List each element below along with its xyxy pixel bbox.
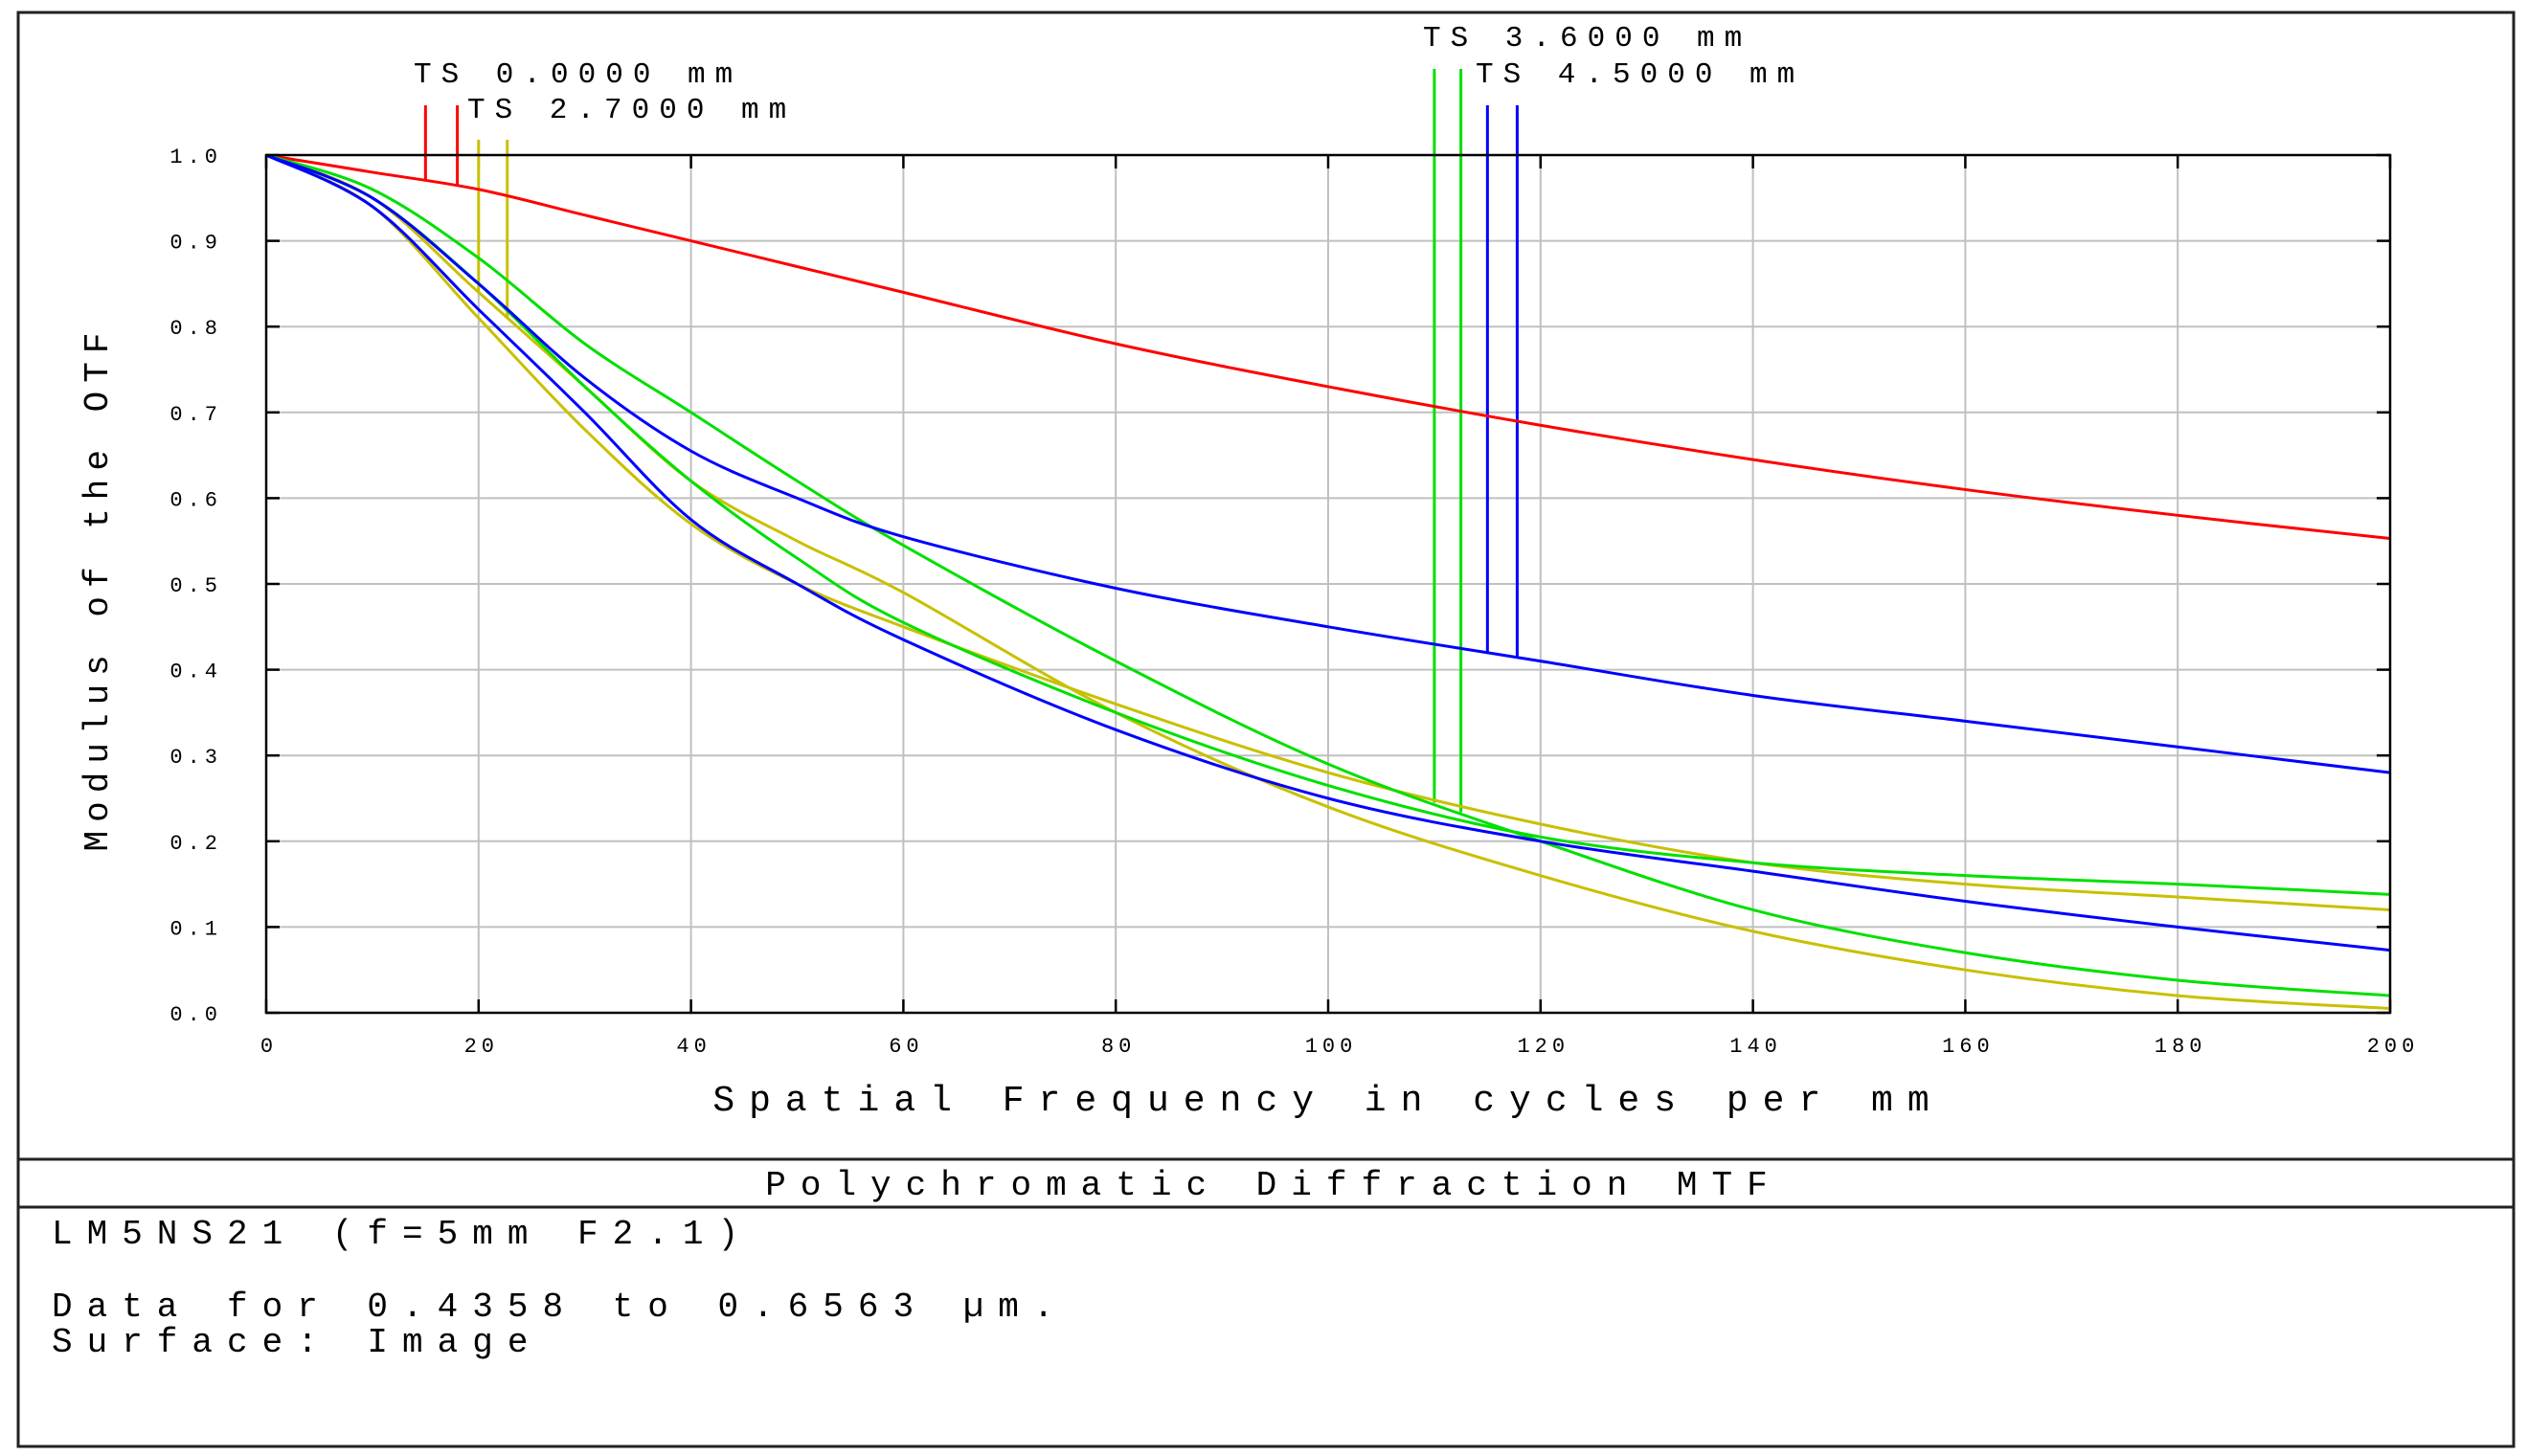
mtf-curve: [265, 153, 2391, 774]
mtf-curve: [265, 153, 2391, 896]
y-tick-label: 0.9: [169, 232, 222, 256]
y-tick-label: 0.1: [169, 917, 222, 941]
legend-markers: [423, 69, 1519, 813]
y-tick-label: 0.0: [169, 1003, 222, 1027]
x-tick-label: 100: [1305, 1035, 1358, 1059]
y-axis-label: Modulus of the OTF: [79, 325, 118, 852]
axis-ticks: 0 20 40 60 80 100 120 140 160 180 200 0.0 0.1 0.2 0.3 0…: [169, 146, 2420, 1059]
y-tick-label: 0.3: [169, 746, 222, 770]
mtf-curves: [265, 153, 2391, 1011]
y-tick-label: 0.2: [169, 832, 222, 856]
legend-label-ts-2-7: TS 2.7000 mm: [467, 94, 796, 127]
plot-frame: [264, 153, 2392, 1015]
x-tick-label: 20: [464, 1035, 499, 1059]
y-tick-label: 0.8: [169, 317, 222, 341]
x-axis-label: Spatial Frequency in cycles per mm: [712, 1081, 1943, 1122]
x-tick-label: 180: [2155, 1035, 2207, 1059]
chart-title: Polychromatic Diffraction MTF: [765, 1166, 1782, 1205]
y-tick-label: 0.7: [169, 403, 222, 427]
mtf-curve: [265, 153, 2391, 541]
mtf-curve: [265, 153, 2391, 911]
x-tick-label: 160: [1942, 1035, 1995, 1059]
mtf-curve: [265, 153, 2391, 952]
x-tick-label: 120: [1517, 1035, 1569, 1059]
x-tick-label: 40: [676, 1035, 711, 1059]
y-tick-label: 0.6: [169, 488, 222, 512]
y-tick-label: 1.0: [169, 146, 222, 169]
x-tick-label: 60: [889, 1035, 923, 1059]
lens-name: LM5NS21 (f=5mm F2.1): [52, 1215, 753, 1254]
mtf-curve: [265, 153, 2391, 997]
legend-label-ts-0: TS 0.0000 mm: [414, 58, 742, 92]
legend-label-ts-4-5: TS 4.5000 mm: [1476, 58, 1804, 92]
y-tick-label: 0.5: [169, 574, 222, 598]
y-tick-label: 0.4: [169, 661, 222, 684]
x-tick-label: 200: [2367, 1035, 2420, 1059]
surface-label: Surface: Image: [52, 1323, 542, 1362]
x-tick-label: 0: [260, 1035, 278, 1059]
legend-label-ts-3-6: TS 3.6000 mm: [1423, 22, 1751, 56]
wavelength-range: Data for 0.4358 to 0.6563 µm.: [52, 1288, 1069, 1327]
x-tick-label: 80: [1101, 1035, 1136, 1059]
x-tick-label: 140: [1729, 1035, 1782, 1059]
